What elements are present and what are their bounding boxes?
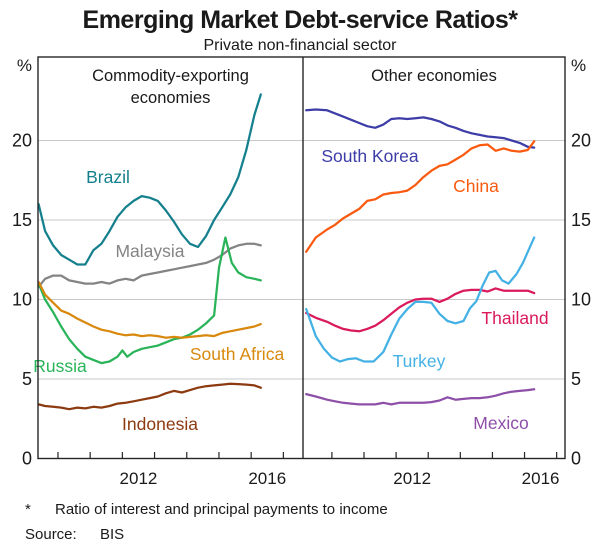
y-axis-unit-left: % bbox=[17, 56, 32, 75]
footnote-text: Ratio of interest and principal payments… bbox=[55, 501, 388, 518]
page-title: Emerging Market Debt-service Ratios* bbox=[82, 6, 518, 34]
line-brazil bbox=[37, 93, 262, 266]
label-china: China bbox=[453, 176, 499, 196]
line-malaysia bbox=[37, 242, 262, 288]
label-mexico: Mexico bbox=[473, 413, 528, 433]
panel-title-left-line1: Commodity-exporting bbox=[92, 67, 249, 85]
label-malaysia: Malaysia bbox=[115, 241, 184, 261]
source-label: Source: bbox=[25, 526, 77, 543]
line-indonesia bbox=[37, 382, 262, 411]
line-china bbox=[305, 140, 536, 253]
y-axis-label-right-10: 10 bbox=[571, 289, 591, 309]
y-axis-label-left-0: 0 bbox=[22, 449, 32, 469]
y-axis-label-left-15: 15 bbox=[12, 210, 32, 230]
x-axis-label-2012: 2012 bbox=[120, 469, 158, 488]
y-axis-label-left-20: 20 bbox=[12, 130, 32, 150]
y-axis-label-right-5: 5 bbox=[571, 369, 581, 389]
label-south-korea: South Korea bbox=[321, 146, 419, 166]
y-axis-label-right-0: 0 bbox=[571, 449, 581, 469]
x-axis-label-2016: 2016 bbox=[522, 469, 560, 488]
page-subtitle: Private non-financial sector bbox=[203, 37, 397, 54]
plot-frame bbox=[37, 56, 566, 460]
label-russia: Russia bbox=[33, 356, 87, 376]
panel-title-left-line2: economies bbox=[131, 89, 211, 107]
line-south-africa bbox=[37, 280, 262, 339]
label-turkey: Turkey bbox=[393, 351, 446, 371]
y-axis-label-left-10: 10 bbox=[12, 289, 32, 309]
label-south-africa: South Africa bbox=[190, 344, 285, 364]
line-mexico bbox=[305, 388, 536, 406]
source-value: BIS bbox=[100, 526, 125, 543]
label-indonesia: Indonesia bbox=[122, 414, 198, 434]
y-axis-label-right-15: 15 bbox=[571, 210, 591, 230]
y-axis-label-left-5: 5 bbox=[22, 369, 32, 389]
line-thailand bbox=[305, 287, 536, 333]
line-turkey bbox=[305, 236, 536, 363]
y-axis-unit-right: % bbox=[571, 56, 586, 75]
x-axis-label-2012: 2012 bbox=[393, 469, 431, 488]
panel-title-right-line1: Other economies bbox=[371, 67, 497, 85]
label-thailand: Thailand bbox=[481, 308, 548, 328]
y-axis-label-right-20: 20 bbox=[571, 130, 591, 150]
footnote-marker: * bbox=[25, 501, 31, 518]
label-brazil: Brazil bbox=[86, 167, 130, 187]
line-south-korea bbox=[305, 108, 536, 149]
x-axis-label-2016: 2016 bbox=[248, 469, 286, 488]
line-russia bbox=[37, 236, 262, 365]
